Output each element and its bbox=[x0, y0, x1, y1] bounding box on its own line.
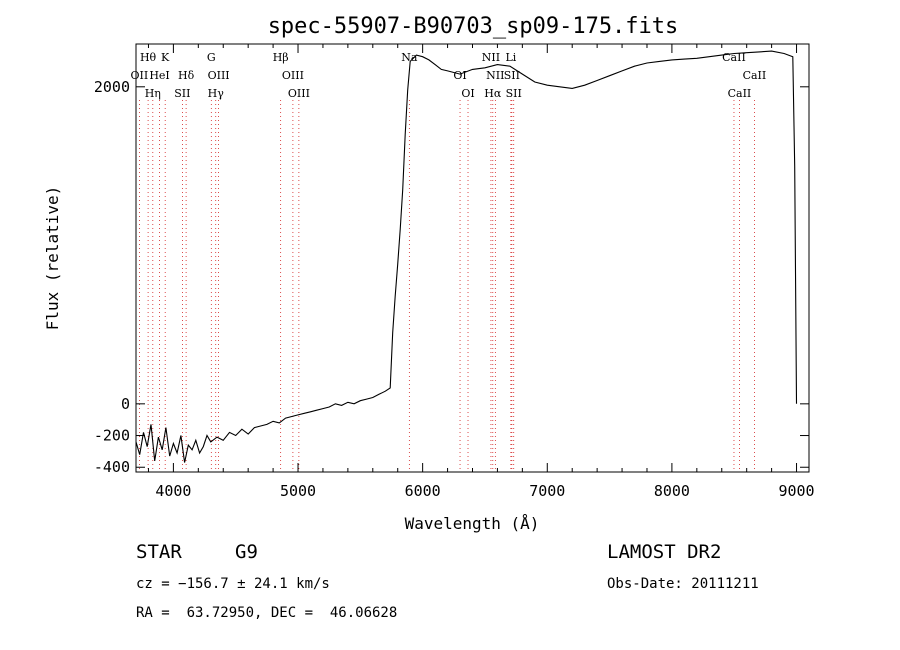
redshift-value: cz = −156.7 ± 24.1 km/s bbox=[136, 576, 330, 592]
chart-title: spec-55907-B90703_sp09-175.fits bbox=[268, 14, 679, 39]
spectral-line-label: Hδ bbox=[178, 69, 195, 82]
spectral-line-label: K bbox=[161, 51, 170, 64]
spectral-line-label: OIII bbox=[208, 69, 230, 82]
plot-frame bbox=[135, 43, 810, 473]
object-subclass: G9 bbox=[235, 541, 258, 563]
x-tick-label: 5000 bbox=[280, 482, 316, 500]
spectral-line-label: CaII bbox=[728, 87, 752, 100]
spectrum-line bbox=[135, 50, 798, 463]
y-axis-label: Flux (relative) bbox=[43, 186, 62, 331]
x-axis-ticks: 4000 5000 6000 7000 8000 9000 bbox=[147, 44, 815, 500]
spectral-line-label: NII bbox=[482, 51, 500, 64]
spectral-line-label: SII bbox=[506, 87, 522, 100]
x-tick-label: 8000 bbox=[654, 482, 690, 500]
spectral-line-label: Hη bbox=[145, 87, 161, 100]
spectral-line-label: Hθ bbox=[140, 51, 157, 64]
spectral-line-label: OI bbox=[453, 69, 466, 82]
spectral-line-label: Hα bbox=[484, 87, 502, 100]
spectral-line-label: OIII bbox=[288, 87, 310, 100]
spectral-line-label: Hβ bbox=[273, 51, 289, 64]
spectral-line-label: NII bbox=[486, 69, 504, 82]
spectral-line-label: SII bbox=[504, 69, 520, 82]
y-tick-label: -200 bbox=[94, 427, 130, 445]
spectral-line-label: Li bbox=[505, 51, 516, 64]
y-tick-label: 0 bbox=[121, 395, 130, 413]
object-type: STAR bbox=[136, 541, 182, 563]
sky-coordinates: RA = 63.72950, DEC = 46.06628 bbox=[136, 605, 398, 621]
observation-date: Obs-Date: 20111211 bbox=[607, 576, 759, 592]
y-tick-label: -400 bbox=[94, 458, 130, 476]
spectral-line-label: OIII bbox=[282, 69, 304, 82]
x-axis-label: Wavelength (Å) bbox=[405, 514, 540, 533]
x-tick-label: 9000 bbox=[778, 482, 814, 500]
survey-name: LAMOST DR2 bbox=[607, 541, 722, 563]
spectral-line-label: OI bbox=[461, 87, 474, 100]
spectral-line-label: Hγ bbox=[208, 87, 225, 100]
spectral-line-label: CaII bbox=[743, 69, 767, 82]
y-axis-ticks: -400 -200 0 2000 bbox=[94, 78, 809, 476]
x-tick-label: 4000 bbox=[155, 482, 191, 500]
spectral-line-label: OII bbox=[131, 69, 149, 82]
spectral-line-label: SII bbox=[174, 87, 190, 100]
x-tick-label: 7000 bbox=[529, 482, 565, 500]
spectral-line-label: HeI bbox=[149, 69, 169, 82]
x-tick-label: 6000 bbox=[405, 482, 441, 500]
y-tick-label: 2000 bbox=[94, 78, 130, 96]
spectral-line-label: Na bbox=[401, 51, 418, 64]
spectral-line-label: G bbox=[207, 51, 216, 64]
